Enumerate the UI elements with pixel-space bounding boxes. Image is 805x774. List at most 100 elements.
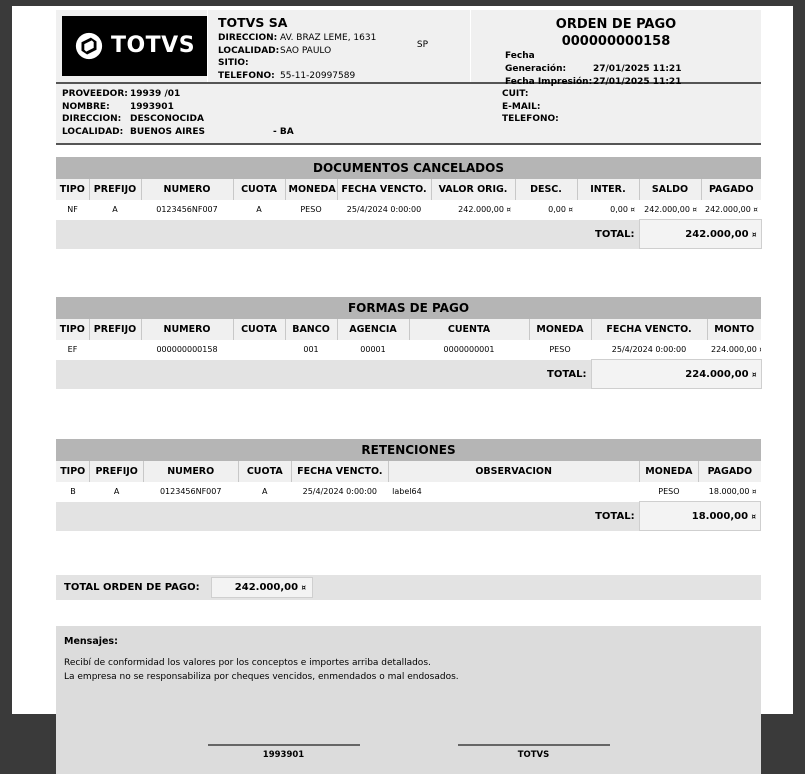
totvs-logo: TOTVS <box>62 16 207 76</box>
col-banco: BANCO <box>285 319 338 340</box>
provider-cuit-row: CUIT: <box>502 88 761 101</box>
col-numero: NUMERO <box>143 461 239 482</box>
col-cuota: CUOTA <box>238 461 292 482</box>
currency-icon: ¤ <box>630 206 635 215</box>
company-name: TOTVS SA <box>218 15 288 30</box>
col-monto: MONTO <box>707 319 761 340</box>
company-sitio-label: SITIO: <box>218 58 249 68</box>
grand-total-value: 242.000,00 ¤ <box>211 577 313 598</box>
col-moneda: MONEDA <box>285 179 338 200</box>
signature-provider: 1993901 <box>207 744 360 760</box>
col-prefijo: PREFIJO <box>89 461 144 482</box>
company-telefono-row: TELEFONO: 55-11-20997589 <box>218 70 470 83</box>
messages-line-1: Recibí de conformidad los valores por lo… <box>64 658 431 668</box>
table-row: EF 000000000158 001 00001 0000000001 PES… <box>56 340 761 360</box>
order-number: 000000000158 <box>561 34 671 49</box>
currency-icon: ¤ <box>759 346 761 354</box>
total-value: 242.000,00 ¤ <box>638 219 762 249</box>
cell-valor-orig: 242.000,00 ¤ <box>431 200 515 220</box>
total-label: TOTAL: <box>56 501 640 531</box>
cell-pagado-text: 18.000,00 <box>708 487 750 496</box>
col-inter: INTER. <box>577 179 640 200</box>
col-fecha-vencto: FECHA VENCTO. <box>591 319 708 340</box>
signature-area: 1993901 TOTVS <box>56 744 761 760</box>
signature-line <box>207 744 360 746</box>
currency-icon: ¤ <box>568 206 573 215</box>
col-cuota: CUOTA <box>233 179 286 200</box>
company-direccion-row: DIRECCION: AV. BRAZ LEME, 1631 <box>218 32 470 45</box>
order-print-date-row: Fecha Impresión:27/01/2025 11:21 <box>471 76 761 89</box>
currency-icon: ¤ <box>751 512 756 521</box>
provider-localidad-label: LOCALIDAD: <box>62 126 124 137</box>
cell-tipo: B <box>56 482 90 502</box>
col-numero: NUMERO <box>141 179 234 200</box>
cell-saldo-text: 242.000,00 <box>644 205 690 214</box>
company-direccion-value: AV. BRAZ LEME, 1631 <box>280 33 377 43</box>
document-header: TOTVS TOTVS SA DIRECCION: AV. BRAZ LEME, … <box>56 10 761 87</box>
table-total-row: TOTAL: 224.000,00 ¤ <box>56 359 762 389</box>
cell-pagado-text: 242.000,00 <box>705 205 751 214</box>
col-pagado: PAGADO <box>701 179 761 200</box>
cell-cuenta: 0000000001 <box>409 340 529 360</box>
signature-company-name: TOTVS <box>517 750 550 760</box>
cell-prefijo: A <box>89 200 141 220</box>
order-info: ORDEN DE PAGO 000000000158 Fecha Generac… <box>470 10 761 87</box>
provider-telefono-label: TELEFONO: <box>502 114 559 124</box>
col-agencia: AGENCIA <box>337 319 410 340</box>
cell-desc-text: 0,00 <box>548 205 566 215</box>
company-sitio-row: SITIO: <box>218 57 470 70</box>
cell-pagado: 18.000,00 ¤ <box>698 482 761 502</box>
totvs-cube-icon <box>75 32 103 60</box>
provider-left-column: PROVEEDOR: 19939 /01 NOMBRE: 1993901 DIREC… <box>56 88 454 138</box>
order-generation-date-label: Fecha Generación: <box>505 51 567 74</box>
col-cuenta: CUENTA <box>409 319 530 340</box>
provider-proveedor-label: PROVEEDOR: <box>62 89 128 99</box>
document-page: TOTVS TOTVS SA DIRECCION: AV. BRAZ LEME, … <box>12 6 793 774</box>
provider-info: PROVEEDOR: 19939 /01 NOMBRE: 1993901 DIREC… <box>56 84 761 145</box>
cell-prefijo <box>89 340 141 360</box>
signature-company: TOTVS <box>457 744 610 760</box>
signature-provider-name: 1993901 <box>262 750 305 760</box>
section-title-retenciones: RETENCIONES <box>56 439 761 461</box>
cell-numero: 0123456NF007 <box>141 200 233 220</box>
company-direccion-label: DIRECCION: <box>218 33 278 43</box>
cell-inter: 0,00 ¤ <box>577 200 639 220</box>
provider-nombre-row: NOMBRE: 1993901 <box>62 101 454 114</box>
provider-email-label: E-MAIL: <box>502 101 541 112</box>
total-value: 18.000,00 ¤ <box>638 501 762 531</box>
total-value: 224.000,00 ¤ <box>590 359 762 389</box>
section-retenciones: RETENCIONES TIPO PREFIJO NUMERO CUOTA FE… <box>56 439 762 531</box>
table-row: NF A 0123456NF007 A PESO 25/4/2024 0:00:… <box>56 200 761 220</box>
table-row: B A 0123456NF007 A 25/4/2024 0:00:00 lab… <box>56 482 761 502</box>
cell-numero: 0123456NF007 <box>143 482 239 502</box>
table-formas-de-pago: TIPO PREFIJO NUMERO CUOTA BANCO AGENCIA … <box>56 319 762 389</box>
table-retenciones: TIPO PREFIJO NUMERO CUOTA FECHA VENCTO. … <box>56 461 762 531</box>
company-state: SP <box>416 40 428 50</box>
col-cuota: CUOTA <box>233 319 286 340</box>
cell-fecha-vencto: 25/4/2024 0:00:00 <box>337 200 431 220</box>
col-prefijo: PREFIJO <box>89 319 142 340</box>
col-moneda: MONEDA <box>639 461 700 482</box>
grand-total-bar: TOTAL ORDEN DE PAGO: 242.000,00 ¤ <box>56 575 761 600</box>
messages-title: Mensajes: <box>64 636 118 647</box>
order-generation-date-row: Fecha Generación: 27/01/2025 11:21 <box>471 50 761 76</box>
provider-nombre-label: NOMBRE: <box>62 101 110 112</box>
messages-box: Mensajes: Recibí de conformidad los valo… <box>56 626 761 774</box>
currency-icon: ¤ <box>692 206 697 214</box>
currency-icon: ¤ <box>506 206 511 215</box>
table-header-row: TIPO PREFIJO NUMERO CUOTA FECHA VENCTO. … <box>56 461 761 482</box>
provider-telefono-row: TELEFONO: <box>502 113 761 126</box>
cell-pagado: 242.000,00 ¤ <box>701 200 761 220</box>
cell-cuota: A <box>233 200 285 220</box>
cell-monto: 224.000,00 ¤ <box>707 340 761 360</box>
cell-agencia: 00001 <box>337 340 409 360</box>
total-label: TOTAL: <box>56 219 639 249</box>
col-observacion: OBSERVACION <box>388 461 640 482</box>
col-tipo: TIPO <box>56 179 90 200</box>
currency-icon: ¤ <box>753 206 758 214</box>
logo-wordmark: TOTVS <box>110 33 196 58</box>
cell-valor-orig-text: 242.000,00 <box>458 205 504 215</box>
provider-proveedor-row: PROVEEDOR: 19939 /01 <box>62 88 454 101</box>
messages-line-2: La empresa no se responsabiliza por cheq… <box>64 672 459 682</box>
cell-desc: 0,00 ¤ <box>515 200 577 220</box>
